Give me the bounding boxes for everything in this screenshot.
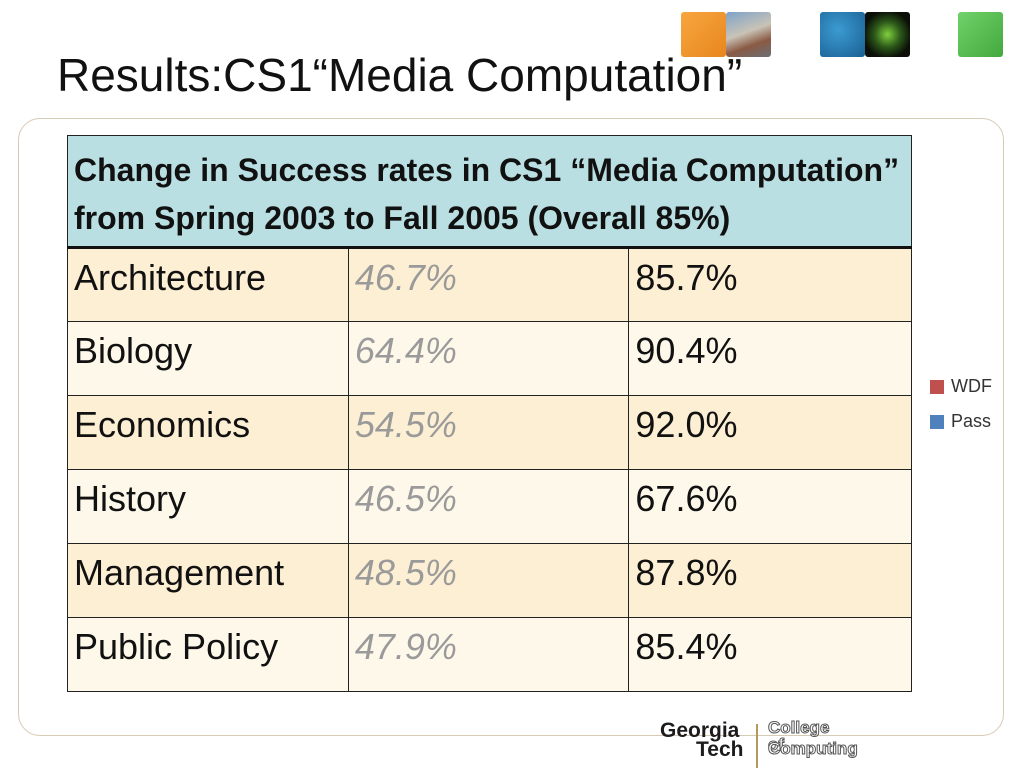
after-rate-cell: 92.0% xyxy=(628,395,912,470)
before-rate-cell: 47.9% xyxy=(347,617,630,692)
major-cell: Management xyxy=(67,543,349,618)
slide-title: Results:CS1“Media Computation” xyxy=(57,49,743,101)
before-rate-cell: 48.5% xyxy=(347,543,630,618)
pass-swatch xyxy=(930,414,944,429)
orange-square-logo xyxy=(681,12,726,57)
after-rate-cell: 85.7% xyxy=(628,247,912,322)
legend-item-pass: Pass xyxy=(930,411,991,432)
major-cell: History xyxy=(67,469,349,544)
after-rate-cell: 87.8% xyxy=(628,543,912,618)
blue-square-logo xyxy=(820,12,865,57)
before-rate-cell: 46.7% xyxy=(347,247,630,322)
wdf-swatch xyxy=(930,379,944,394)
table-row: Architecture 46.7% 85.7% xyxy=(67,247,912,322)
major-cell: Public Policy xyxy=(67,617,349,692)
after-rate-cell: 85.4% xyxy=(628,617,912,692)
table-row: Public Policy 47.9% 85.4% xyxy=(67,617,912,692)
logo-divider xyxy=(756,724,758,768)
network-photo-thumbnail xyxy=(865,12,910,57)
table-row: Management 48.5% 87.8% xyxy=(67,543,912,618)
chart-frame xyxy=(18,118,1004,736)
tech-wordmark: Tech xyxy=(696,738,744,761)
major-cell: Economics xyxy=(67,395,349,470)
table-row: Economics 54.5% 92.0% xyxy=(67,395,912,470)
major-cell: Architecture xyxy=(67,247,349,322)
legend-label-pass: Pass xyxy=(951,411,992,431)
campus-photo-thumbnail xyxy=(726,12,771,57)
table-row: Biology 64.4% 90.4% xyxy=(67,321,912,396)
green-square-logo xyxy=(958,12,1003,57)
success-rates-table: Change in Success rates in CS1 “Media Co… xyxy=(67,135,912,692)
after-rate-cell: 90.4% xyxy=(628,321,912,396)
college-of-wordmark: College of xyxy=(767,718,830,754)
major-cell: Biology xyxy=(67,321,349,396)
computing-wordmark: Computing xyxy=(768,739,859,758)
legend-label-wdf: WDF xyxy=(951,376,992,396)
legend-item-wdf: WDF xyxy=(930,376,992,397)
table-header: Change in Success rates in CS1 “Media Co… xyxy=(67,135,912,249)
georgia-wordmark: Georgia xyxy=(660,719,740,742)
before-rate-cell: 54.5% xyxy=(347,395,630,470)
before-rate-cell: 64.4% xyxy=(347,321,630,396)
after-rate-cell: 67.6% xyxy=(628,469,912,544)
before-rate-cell: 46.5% xyxy=(347,469,630,544)
table-row: History 46.5% 67.6% xyxy=(67,469,912,544)
